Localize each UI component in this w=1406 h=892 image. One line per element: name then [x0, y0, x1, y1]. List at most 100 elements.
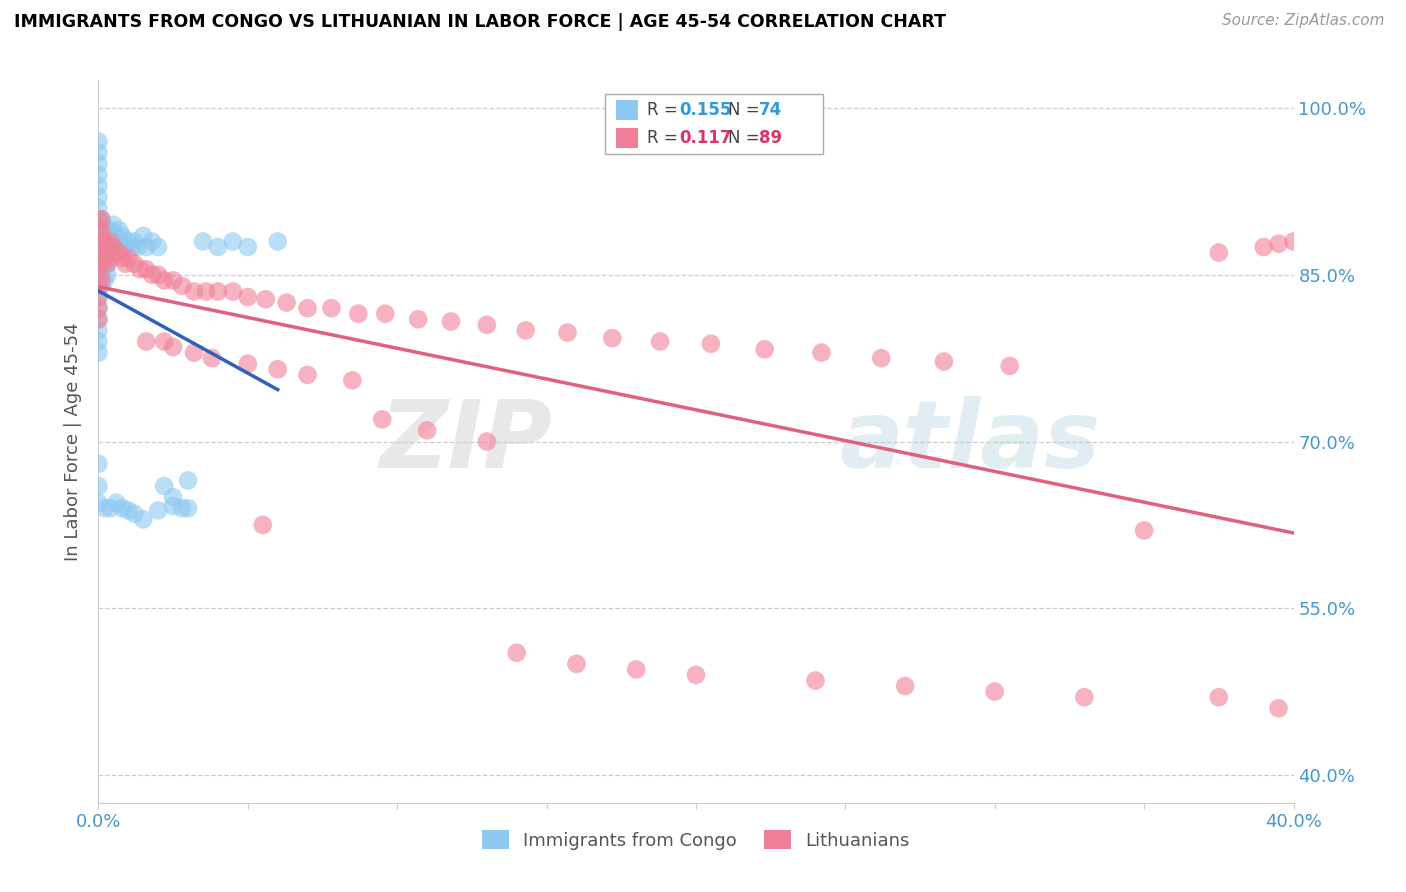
Point — [276, 295, 298, 310]
Point — [1073, 690, 1095, 705]
Point — [172, 279, 194, 293]
Point — [440, 314, 463, 328]
Point — [93, 235, 115, 249]
Point — [117, 251, 139, 265]
Point — [685, 668, 707, 682]
Point — [90, 212, 112, 227]
Point — [374, 307, 396, 321]
Point — [96, 257, 118, 271]
Point — [103, 240, 125, 254]
Point — [416, 424, 439, 438]
Point — [105, 228, 128, 243]
Point — [475, 318, 498, 332]
Point — [87, 479, 110, 493]
Point — [98, 235, 122, 249]
Point — [87, 212, 110, 227]
Point — [96, 240, 118, 254]
Point — [93, 235, 115, 249]
Text: R =: R = — [647, 129, 683, 147]
Point — [222, 235, 245, 249]
Text: ZIP: ZIP — [380, 395, 553, 488]
Point — [148, 240, 170, 254]
Point — [162, 340, 184, 354]
Point — [93, 251, 115, 265]
Point — [153, 273, 176, 287]
Point — [321, 301, 343, 315]
Point — [90, 257, 112, 271]
Point — [96, 235, 118, 249]
Point — [87, 257, 110, 271]
Point — [127, 240, 149, 254]
Point — [87, 257, 110, 271]
Point — [153, 334, 176, 349]
Point — [96, 257, 118, 271]
Point — [96, 268, 118, 282]
Point — [87, 345, 110, 359]
Point — [297, 368, 319, 382]
Point — [700, 336, 723, 351]
Point — [135, 334, 157, 349]
Point — [120, 240, 142, 254]
Point — [87, 290, 110, 304]
Point — [371, 412, 394, 426]
Point — [87, 268, 110, 282]
Point — [626, 662, 648, 676]
Point — [93, 223, 115, 237]
Point — [87, 496, 110, 510]
Point — [177, 474, 200, 488]
Point — [810, 345, 832, 359]
Point — [894, 679, 917, 693]
Point — [87, 178, 110, 193]
Point — [87, 135, 110, 149]
Text: IMMIGRANTS FROM CONGO VS LITHUANIAN IN LABOR FORCE | AGE 45-54 CORRELATION CHART: IMMIGRANTS FROM CONGO VS LITHUANIAN IN L… — [14, 13, 946, 31]
Point — [87, 223, 110, 237]
Point — [90, 223, 112, 237]
Legend: Immigrants from Congo, Lithuanians: Immigrants from Congo, Lithuanians — [472, 822, 920, 859]
Point — [90, 235, 112, 249]
Point — [222, 285, 245, 299]
Point — [87, 312, 110, 326]
Point — [98, 223, 122, 237]
Point — [557, 326, 579, 340]
Point — [148, 268, 170, 282]
Point — [515, 323, 537, 337]
Point — [183, 285, 205, 299]
Point — [998, 359, 1021, 373]
Point — [98, 251, 122, 265]
Point — [1267, 701, 1289, 715]
Point — [111, 251, 134, 265]
Point — [207, 285, 229, 299]
Point — [87, 334, 110, 349]
Point — [132, 512, 155, 526]
Text: R =: R = — [647, 101, 683, 119]
Text: atlas: atlas — [839, 395, 1101, 488]
Text: Source: ZipAtlas.com: Source: ZipAtlas.com — [1222, 13, 1385, 29]
Point — [90, 223, 112, 237]
Point — [207, 240, 229, 254]
Point — [87, 245, 110, 260]
Point — [1267, 236, 1289, 251]
Point — [1208, 690, 1230, 705]
Point — [148, 503, 170, 517]
Point — [87, 301, 110, 315]
Point — [475, 434, 498, 449]
Y-axis label: In Labor Force | Age 45-54: In Labor Force | Age 45-54 — [65, 322, 83, 561]
Point — [124, 507, 146, 521]
Text: 89: 89 — [759, 129, 782, 147]
Point — [506, 646, 529, 660]
Point — [87, 145, 110, 160]
Point — [96, 223, 118, 237]
Text: N =: N = — [728, 129, 765, 147]
Point — [93, 257, 115, 271]
Point — [267, 235, 290, 249]
Point — [87, 457, 110, 471]
Point — [87, 190, 110, 204]
Point — [90, 273, 112, 287]
Point — [870, 351, 893, 366]
Point — [105, 245, 128, 260]
Point — [90, 235, 112, 249]
Point — [252, 517, 274, 532]
Point — [984, 684, 1007, 698]
Point — [141, 235, 163, 249]
Point — [117, 503, 139, 517]
